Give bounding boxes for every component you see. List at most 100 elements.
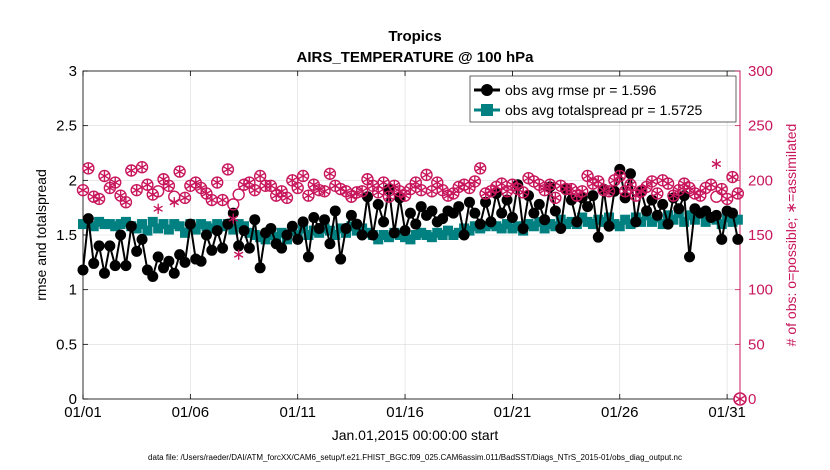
end-marker-assimilated-stroke [735, 395, 745, 403]
obs-assimilated-point-stroke [389, 182, 399, 189]
obs-assimilated-point [217, 195, 228, 206]
spread-point [416, 227, 427, 238]
obs-assimilated-point-stroke [303, 192, 314, 199]
spread-point [668, 214, 679, 225]
spread-point [201, 221, 212, 232]
obs-assimilated-point [174, 166, 185, 177]
rmse-point [517, 222, 529, 234]
obs-assimilated-point-stroke [142, 181, 153, 188]
obs-assimilated-point [164, 180, 174, 191]
obs-assimilated-point [357, 186, 367, 197]
legend-box [469, 75, 737, 123]
obs-assimilated-point-stroke [298, 172, 308, 179]
rmse-point [335, 253, 347, 265]
spread-point [120, 216, 131, 227]
rmse-point [480, 196, 492, 208]
obs-assimilated-point-stroke [325, 170, 335, 177]
rmse-point [313, 222, 325, 234]
rmse-point [592, 231, 604, 243]
obs-assimilated-point-stroke [690, 190, 700, 197]
x-tick-label-4: 01/21 [494, 404, 532, 421]
spread-point [614, 221, 625, 232]
obs-assimilated-point-stroke [223, 166, 233, 173]
rmse-point [453, 201, 465, 213]
obs-assimilated-point [464, 182, 475, 193]
obs-assimilated-point-stroke [427, 188, 437, 195]
rmse-point [716, 233, 728, 245]
rmse-point [195, 255, 207, 267]
x-tick-label-5: 01/26 [601, 404, 639, 421]
obs-assimilated-point [405, 184, 416, 195]
obs-possible-point [141, 178, 154, 191]
obs-assimilated-point-stroke [110, 179, 120, 186]
rmse-point [227, 207, 239, 219]
obs-possible-point [549, 191, 562, 205]
rmse-point [549, 205, 561, 217]
spread-point [523, 219, 534, 230]
spread-point [421, 230, 432, 240]
obs-assimilated-point [271, 190, 281, 201]
obs-assimilated-point-stroke [416, 187, 426, 194]
rmse-point [276, 242, 288, 254]
x-axis: 01/01 01/06 01/11 01/16 01/21 01/26 01/31 [64, 71, 746, 421]
obs-assimilated-point-stroke [593, 178, 603, 185]
obs-assimilated-point-stroke [641, 183, 652, 190]
rmse-point [367, 229, 379, 241]
spread-point [598, 216, 609, 227]
obs-assimilated-point [373, 187, 383, 198]
obs-assimilated-point [427, 186, 437, 197]
spread-point [137, 219, 148, 230]
obs-assimilated-point-stroke [400, 192, 410, 199]
obs-assimilated-point [652, 188, 662, 199]
obs-assimilated-point-stroke [588, 180, 598, 187]
obs-assimilated-point-stroke [126, 167, 136, 174]
obs-assimilated-point [641, 181, 652, 192]
rmse-point [528, 207, 540, 219]
obs-possible-point [119, 195, 133, 209]
spread-point [555, 214, 566, 225]
obs-assimilated-point [384, 191, 394, 202]
rmse-point [684, 251, 696, 263]
spread-point [700, 216, 711, 227]
obs-assimilated-point-stroke [631, 192, 641, 199]
obs-assimilated-point-stroke [174, 168, 185, 175]
obs-assimilated-point [169, 197, 179, 208]
spread-point [528, 221, 539, 232]
rmse-point [399, 225, 411, 237]
obs-assimilated-point [727, 172, 738, 183]
rmse-point [217, 242, 229, 254]
obs-assimilated-point [336, 184, 346, 195]
spread-point [115, 219, 126, 230]
obs-assimilated-point [486, 186, 496, 197]
spread-point [689, 214, 700, 225]
obs-assimilated-point [679, 178, 689, 189]
obs-possible-point [248, 183, 261, 197]
obs-assimilated-point-stroke [287, 177, 297, 184]
rmse-point [662, 218, 674, 230]
rmse-point [168, 267, 180, 279]
obs-possible-point [82, 162, 95, 175]
rmse-point [426, 205, 438, 217]
y2-tick-label-5: 250 [748, 118, 773, 135]
obs-assimilated-point [255, 170, 265, 181]
obs-assimilated-point-stroke [228, 215, 238, 222]
rmse-point [356, 229, 368, 241]
spread-point [378, 230, 389, 240]
rmse-point [174, 249, 186, 261]
obs-assimilated-point-stroke [201, 190, 212, 197]
obs-assimilated-point-stroke [250, 187, 260, 194]
rmse-point [726, 207, 738, 219]
obs-assimilated-point [303, 190, 314, 201]
rmse-point [378, 216, 390, 228]
obs-assimilated-point-stroke [475, 165, 485, 172]
obs-assimilated-point-stroke [582, 172, 593, 179]
rmse-point [410, 218, 422, 230]
rmse-point [319, 214, 331, 226]
obs-assimilated-point [631, 190, 641, 201]
spread-point [663, 210, 674, 221]
obs-possible-point [291, 181, 304, 195]
rmse-point [249, 214, 261, 226]
rmse-point [120, 260, 132, 272]
rmse-point [88, 257, 100, 269]
obs-assimilated-point [325, 168, 335, 179]
